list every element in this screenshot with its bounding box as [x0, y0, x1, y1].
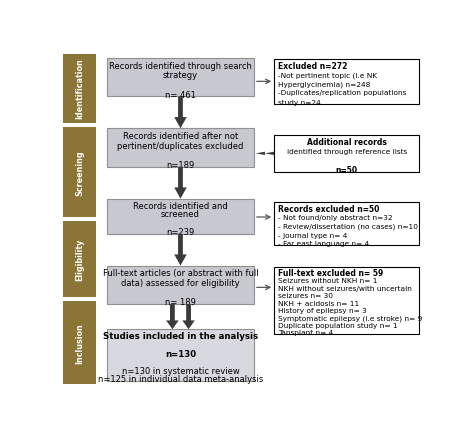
Text: - Not found/only abstract n=32: - Not found/only abstract n=32 [278, 215, 392, 220]
Text: - Review/dissertation (no cases) n=10: - Review/dissertation (no cases) n=10 [278, 223, 418, 230]
Text: Additional records: Additional records [307, 138, 387, 147]
Bar [107, 329, 254, 381]
Text: Records identified through search: Records identified through search [109, 62, 252, 70]
Bar [63, 221, 96, 298]
Bar [274, 268, 419, 335]
Text: n=239: n=239 [166, 227, 195, 237]
Text: Hyperglycinemia) n=248: Hyperglycinemia) n=248 [278, 81, 370, 88]
Text: Eligibility: Eligibility [75, 238, 84, 280]
Text: study n=24: study n=24 [278, 99, 320, 105]
Text: History of epilepsy n= 3: History of epilepsy n= 3 [278, 307, 366, 313]
Polygon shape [174, 97, 187, 129]
Bar [63, 128, 96, 217]
Text: Duplicate population study n= 1: Duplicate population study n= 1 [278, 322, 397, 328]
Text: Records excluded n=50: Records excluded n=50 [278, 204, 379, 214]
Text: n=50: n=50 [336, 166, 358, 174]
Text: Seizures without NKH n= 1: Seizures without NKH n= 1 [278, 278, 377, 283]
Text: n=130: n=130 [165, 349, 196, 358]
Bar [107, 129, 254, 168]
Text: pertinent/duplicates excluded: pertinent/duplicates excluded [117, 141, 244, 150]
Text: screened: screened [161, 210, 200, 219]
Text: Records identified after not: Records identified after not [123, 132, 238, 141]
Text: n=130 in systematic review: n=130 in systematic review [122, 366, 239, 375]
Bar [274, 202, 419, 246]
Bar [274, 59, 419, 105]
Polygon shape [265, 152, 274, 156]
Text: data) assessed for eligibility: data) assessed for eligibility [121, 278, 240, 287]
Bar [274, 135, 419, 172]
Text: Full-text excluded n= 59: Full-text excluded n= 59 [278, 269, 383, 278]
Polygon shape [174, 168, 187, 199]
Text: -Not pertinent topic (i.e NK: -Not pertinent topic (i.e NK [278, 72, 377, 79]
Text: Excluded n=272: Excluded n=272 [278, 62, 347, 71]
Polygon shape [182, 304, 195, 329]
Text: - Far east language n= 4: - Far east language n= 4 [278, 241, 369, 247]
Text: n= 189: n= 189 [165, 297, 196, 306]
Bar [63, 302, 96, 385]
Text: Symptomatic epilepsy (i.e stroke) n= 9: Symptomatic epilepsy (i.e stroke) n= 9 [278, 315, 422, 321]
Text: - Journal type n= 4: - Journal type n= 4 [278, 232, 347, 238]
Text: Screening: Screening [75, 150, 84, 195]
Polygon shape [256, 152, 265, 156]
Text: Inclusion: Inclusion [75, 322, 84, 363]
Text: Records identified and: Records identified and [133, 201, 228, 210]
Text: Studies included in the analysis: Studies included in the analysis [103, 332, 258, 340]
Text: NKH + acidosis n= 11: NKH + acidosis n= 11 [278, 300, 359, 306]
Text: Identification: Identification [75, 59, 84, 119]
Bar [63, 54, 96, 124]
Text: n=189: n=189 [166, 161, 195, 169]
Polygon shape [166, 304, 179, 329]
Text: seizures n= 30: seizures n= 30 [278, 293, 333, 299]
Bar [107, 266, 254, 304]
Text: n=125 in individual data meta-analysis: n=125 in individual data meta-analysis [98, 375, 263, 384]
Polygon shape [174, 234, 187, 266]
Bar [107, 199, 254, 234]
Text: strategy: strategy [163, 71, 198, 80]
Bar [107, 59, 254, 97]
Text: Full-text articles (or abstract with full: Full-text articles (or abstract with ful… [103, 269, 258, 278]
Text: -Duplicates/replication populations: -Duplicates/replication populations [278, 90, 406, 96]
Text: NKH without seizures/with uncertain: NKH without seizures/with uncertain [278, 285, 412, 291]
Text: Tansplant n= 4: Tansplant n= 4 [278, 329, 333, 335]
Text: n= 461: n= 461 [165, 90, 196, 99]
Text: identified through reference lists: identified through reference lists [287, 149, 407, 155]
